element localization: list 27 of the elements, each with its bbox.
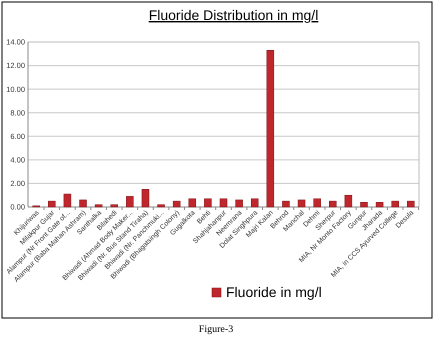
bar: [282, 200, 290, 208]
bar: [94, 204, 102, 208]
bar: [250, 198, 258, 208]
bar: [344, 194, 352, 208]
bar: [48, 200, 56, 208]
bar: [235, 200, 243, 208]
bar: [157, 204, 165, 208]
bar: [220, 198, 228, 208]
bar: [266, 50, 274, 208]
bar: [298, 200, 306, 208]
bar: [329, 200, 337, 208]
bar: [391, 200, 399, 208]
bar: [110, 204, 118, 208]
bar: [376, 202, 384, 208]
legend-label: Fluoride in mg/l: [226, 284, 322, 300]
bar: [79, 200, 87, 208]
chart-title: Fluoride Distribution in mg/l: [148, 7, 318, 23]
bar: [142, 189, 150, 208]
bar: [407, 200, 415, 208]
bar: [126, 196, 134, 208]
bar: [188, 198, 196, 208]
bar: [204, 198, 212, 208]
bar: [360, 202, 368, 208]
bar: [313, 198, 321, 208]
text: Figure-3: [198, 324, 234, 335]
bar: [172, 200, 180, 208]
bar: [64, 194, 72, 208]
